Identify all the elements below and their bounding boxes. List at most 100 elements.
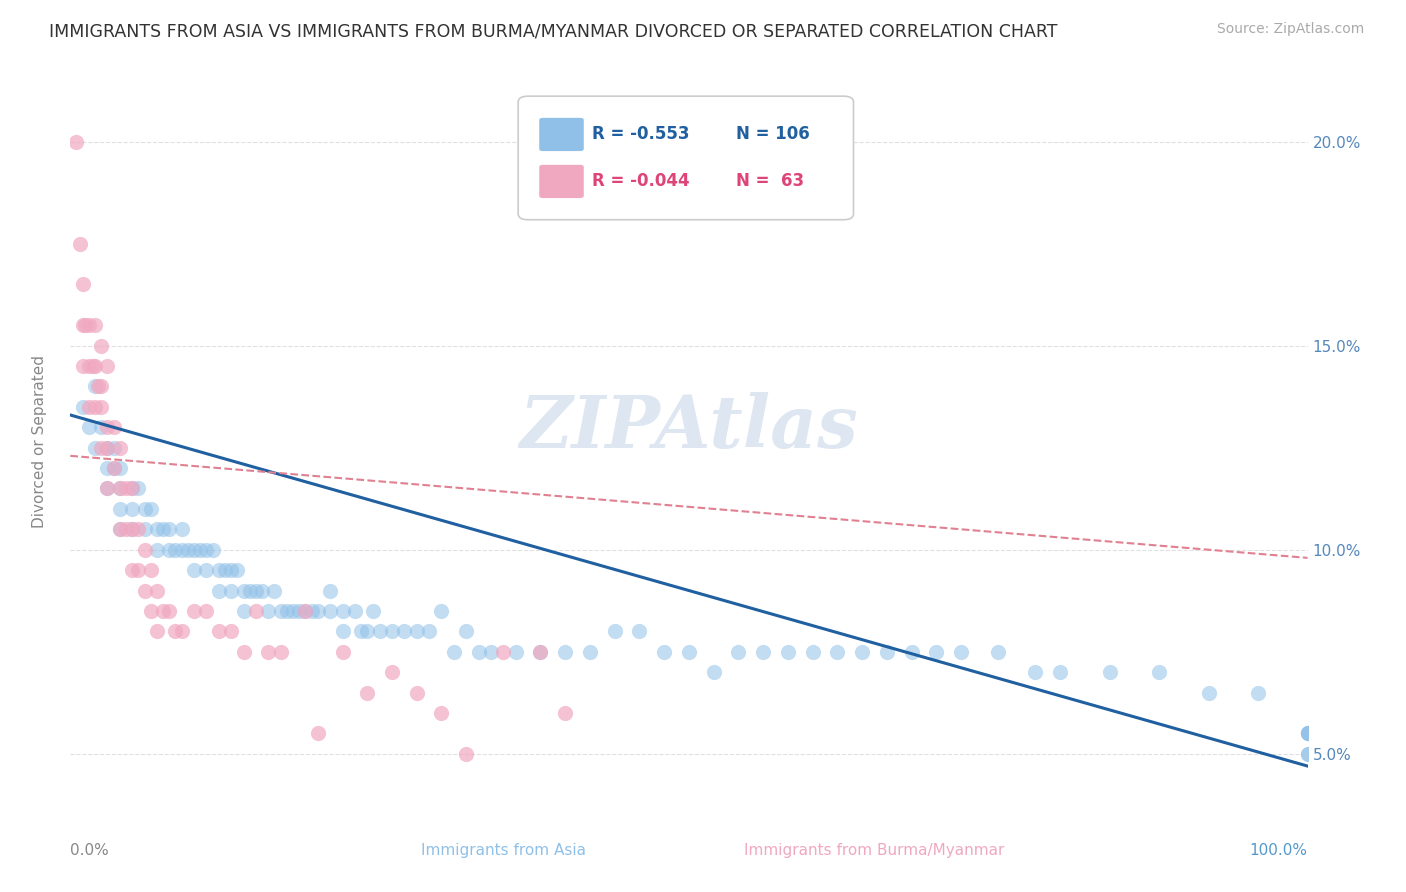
Point — [77, 359, 100, 373]
Point — [479, 645, 502, 659]
Point — [232, 604, 254, 618]
Point — [332, 645, 354, 659]
Point — [1296, 726, 1319, 740]
Point — [876, 645, 898, 659]
Point — [703, 665, 725, 680]
Point — [554, 706, 576, 720]
Point — [219, 624, 242, 639]
Point — [319, 583, 342, 598]
Point — [84, 379, 107, 393]
Point — [77, 400, 100, 414]
Point — [270, 604, 292, 618]
Point — [90, 379, 112, 393]
Point — [332, 624, 354, 639]
Point — [146, 522, 169, 536]
Point — [77, 318, 100, 333]
Point — [103, 441, 125, 455]
Text: R = -0.044: R = -0.044 — [592, 172, 690, 190]
Point — [239, 583, 262, 598]
Point — [65, 135, 87, 149]
Point — [827, 645, 849, 659]
Point — [134, 502, 156, 516]
Point — [678, 645, 700, 659]
Point — [103, 461, 125, 475]
Point — [103, 461, 125, 475]
Point — [90, 338, 112, 352]
Point — [263, 583, 285, 598]
Point — [195, 542, 218, 557]
Point — [307, 726, 329, 740]
Point — [363, 604, 385, 618]
Point — [1198, 685, 1220, 699]
Text: Immigrants from Burma/Myanmar: Immigrants from Burma/Myanmar — [744, 843, 1005, 857]
Text: N = 106: N = 106 — [735, 125, 810, 143]
Point — [115, 482, 138, 496]
Point — [430, 706, 453, 720]
Point — [177, 542, 200, 557]
Point — [134, 583, 156, 598]
Point — [356, 685, 378, 699]
Point — [214, 563, 236, 577]
Point — [157, 604, 180, 618]
Point — [851, 645, 873, 659]
Point — [96, 420, 118, 434]
Point — [505, 645, 527, 659]
FancyBboxPatch shape — [519, 96, 853, 219]
Point — [170, 542, 193, 557]
Point — [157, 542, 180, 557]
Text: 0.0%: 0.0% — [70, 843, 110, 857]
Text: R = -0.553: R = -0.553 — [592, 125, 690, 143]
Point — [134, 542, 156, 557]
Point — [628, 624, 651, 639]
Point — [96, 441, 118, 455]
Point — [127, 563, 149, 577]
Point — [72, 277, 94, 292]
Point — [1049, 665, 1071, 680]
Point — [183, 563, 205, 577]
Point — [1024, 665, 1046, 680]
Point — [394, 624, 416, 639]
Text: IMMIGRANTS FROM ASIA VS IMMIGRANTS FROM BURMA/MYANMAR DIVORCED OR SEPARATED CORR: IMMIGRANTS FROM ASIA VS IMMIGRANTS FROM … — [49, 22, 1057, 40]
Point — [307, 604, 329, 618]
Point — [75, 318, 97, 333]
Point — [405, 685, 427, 699]
Point — [603, 624, 626, 639]
Point — [90, 441, 112, 455]
Point — [146, 542, 169, 557]
Point — [195, 563, 218, 577]
Point — [183, 604, 205, 618]
Point — [245, 604, 267, 618]
Point — [301, 604, 323, 618]
Point — [72, 318, 94, 333]
Point — [115, 522, 138, 536]
Point — [96, 482, 118, 496]
Point — [456, 747, 478, 761]
Text: Source: ZipAtlas.com: Source: ZipAtlas.com — [1216, 22, 1364, 37]
Point — [82, 359, 104, 373]
Text: Divorced or Separated: Divorced or Separated — [32, 355, 46, 528]
Point — [232, 583, 254, 598]
Point — [987, 645, 1010, 659]
Point — [245, 583, 267, 598]
Point — [108, 522, 131, 536]
Point — [90, 400, 112, 414]
Point — [146, 624, 169, 639]
Point — [84, 318, 107, 333]
Point — [103, 420, 125, 434]
Point — [294, 604, 316, 618]
Text: Immigrants from Asia: Immigrants from Asia — [420, 843, 586, 857]
Point — [96, 441, 118, 455]
Point — [183, 542, 205, 557]
Point — [108, 482, 131, 496]
Point — [456, 624, 478, 639]
Point — [121, 502, 143, 516]
Point — [139, 604, 162, 618]
Point — [1147, 665, 1170, 680]
Point — [1296, 726, 1319, 740]
Point — [77, 420, 100, 434]
Point — [579, 645, 602, 659]
Point — [232, 645, 254, 659]
Point — [219, 563, 242, 577]
Point — [1098, 665, 1121, 680]
FancyBboxPatch shape — [540, 165, 583, 198]
